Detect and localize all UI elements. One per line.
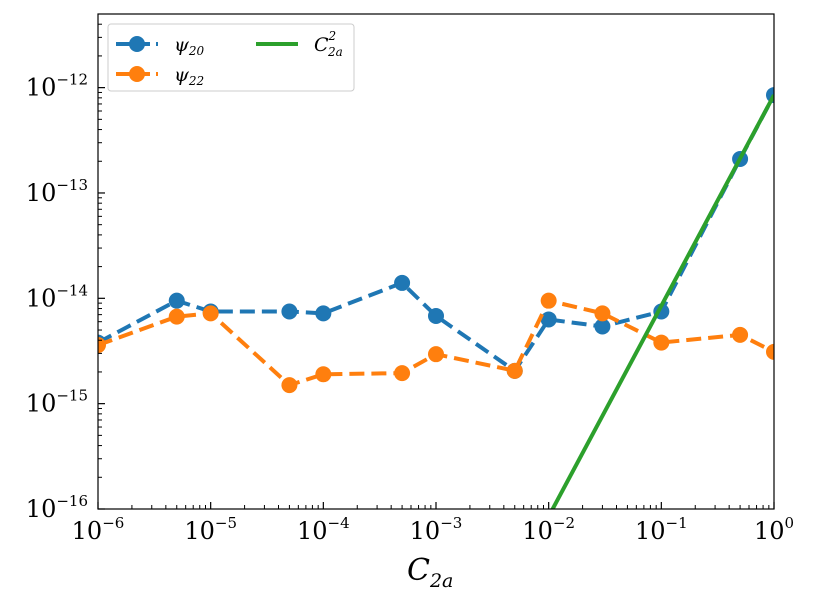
x-tick-label: 10−1 bbox=[635, 514, 688, 545]
x-axis-title: C2a bbox=[407, 553, 453, 592]
data-point-psi_22 bbox=[732, 326, 749, 343]
x-tick-label-base: 10 bbox=[522, 517, 553, 545]
x-tick-label-exp: 0 bbox=[785, 514, 795, 532]
legend-psi20-sub: 20 bbox=[188, 44, 205, 58]
x-tick-label-exp: −4 bbox=[328, 514, 350, 532]
x-tick-label-exp: −1 bbox=[666, 514, 688, 532]
data-point-psi_22 bbox=[766, 343, 774, 360]
data-point-psi_20 bbox=[168, 292, 185, 309]
x-tick-label-base: 10 bbox=[297, 517, 328, 545]
y-tick-label-exp: −14 bbox=[56, 281, 88, 299]
y-tick-label-exp: −16 bbox=[56, 492, 88, 510]
x-tick-label: 10−3 bbox=[410, 514, 463, 545]
legend-psi20-marker bbox=[129, 36, 145, 52]
legend-psi22-label: ψ22 bbox=[174, 64, 204, 88]
x-tick-label: 10−5 bbox=[184, 514, 237, 545]
x-tick-label-base: 10 bbox=[754, 517, 785, 545]
legend-psi22-marker bbox=[129, 66, 145, 82]
y-tick-label-exp: −13 bbox=[56, 176, 88, 194]
data-point-psi_20 bbox=[428, 307, 444, 324]
legend-psi22-sub: 22 bbox=[188, 74, 204, 88]
legend-c2a-sub: 2a bbox=[327, 45, 343, 59]
data-point-psi_22 bbox=[168, 308, 185, 325]
x-tick-label-exp: −3 bbox=[440, 514, 462, 532]
x-tick-label-base: 10 bbox=[635, 517, 666, 545]
data-point-psi_22 bbox=[540, 292, 557, 309]
x-tick-label: 10−4 bbox=[297, 514, 350, 545]
legend-psi22-base: ψ bbox=[174, 64, 190, 86]
data-point-psi_20 bbox=[281, 303, 298, 320]
data-point-psi_22 bbox=[202, 305, 219, 322]
y-tick-label-base: 10 bbox=[26, 74, 57, 102]
x-tick-label-exp: −2 bbox=[553, 514, 575, 532]
x-axis-title-base: C bbox=[407, 553, 430, 588]
plot-area bbox=[98, 14, 774, 509]
y-tick-label-base: 10 bbox=[26, 179, 57, 207]
legend-c2a-sup: 2 bbox=[328, 29, 337, 43]
data-point-psi_22 bbox=[98, 337, 106, 354]
x-axis: 10−6 10−5 10−4 10−3 10−2 10−1 100 bbox=[72, 502, 794, 545]
x-tick-label-base: 10 bbox=[410, 517, 441, 545]
legend-psi20-label: ψ20 bbox=[174, 34, 205, 58]
legend-c2a-label: C2 2a bbox=[314, 29, 343, 59]
series-layer bbox=[98, 87, 774, 509]
legend-box bbox=[107, 23, 355, 92]
x-tick-label-base: 10 bbox=[72, 517, 103, 545]
data-point-psi_20 bbox=[315, 305, 332, 322]
y-tick-label-base: 10 bbox=[26, 495, 57, 523]
legend-psi20-base: ψ bbox=[174, 34, 190, 56]
data-point-psi_20 bbox=[394, 274, 411, 291]
y-tick-label: 10−15 bbox=[26, 387, 88, 418]
y-tick-label: 10−14 bbox=[26, 281, 88, 312]
y-tick-label: 10−13 bbox=[26, 176, 88, 207]
data-point-psi_22 bbox=[428, 346, 444, 363]
x-tick-label-exp: −5 bbox=[215, 514, 237, 532]
series-line-C_2a_squared bbox=[550, 94, 774, 509]
x-tick-label: 100 bbox=[754, 514, 794, 545]
y-tick-label-exp: −12 bbox=[56, 71, 88, 89]
y-tick-label: 10−16 bbox=[26, 492, 88, 523]
y-tick-label-base: 10 bbox=[26, 390, 57, 418]
data-point-psi_22 bbox=[394, 365, 411, 382]
data-point-psi_22 bbox=[594, 305, 611, 322]
data-point-psi_22 bbox=[315, 366, 332, 383]
data-point-psi_22 bbox=[653, 334, 670, 351]
x-tick-label-exp: −6 bbox=[102, 514, 124, 532]
y-tick-label-exp: −15 bbox=[56, 387, 88, 405]
x-axis-title-sub: 2a bbox=[429, 570, 453, 592]
x-tick-label: 10−6 bbox=[72, 514, 125, 545]
y-tick-label-base: 10 bbox=[26, 284, 57, 312]
y-tick-label: 10−12 bbox=[26, 71, 88, 102]
legend-c2a-base: C bbox=[314, 34, 329, 56]
data-point-psi_22 bbox=[281, 377, 298, 394]
legend: ψ20 ψ22 C2 2a bbox=[107, 23, 355, 92]
x-tick-label-base: 10 bbox=[184, 517, 215, 545]
data-point-psi_20 bbox=[540, 311, 557, 328]
data-point-psi_20 bbox=[594, 318, 611, 335]
x-tick-label: 10−2 bbox=[522, 514, 575, 545]
data-point-psi_22 bbox=[506, 362, 523, 379]
